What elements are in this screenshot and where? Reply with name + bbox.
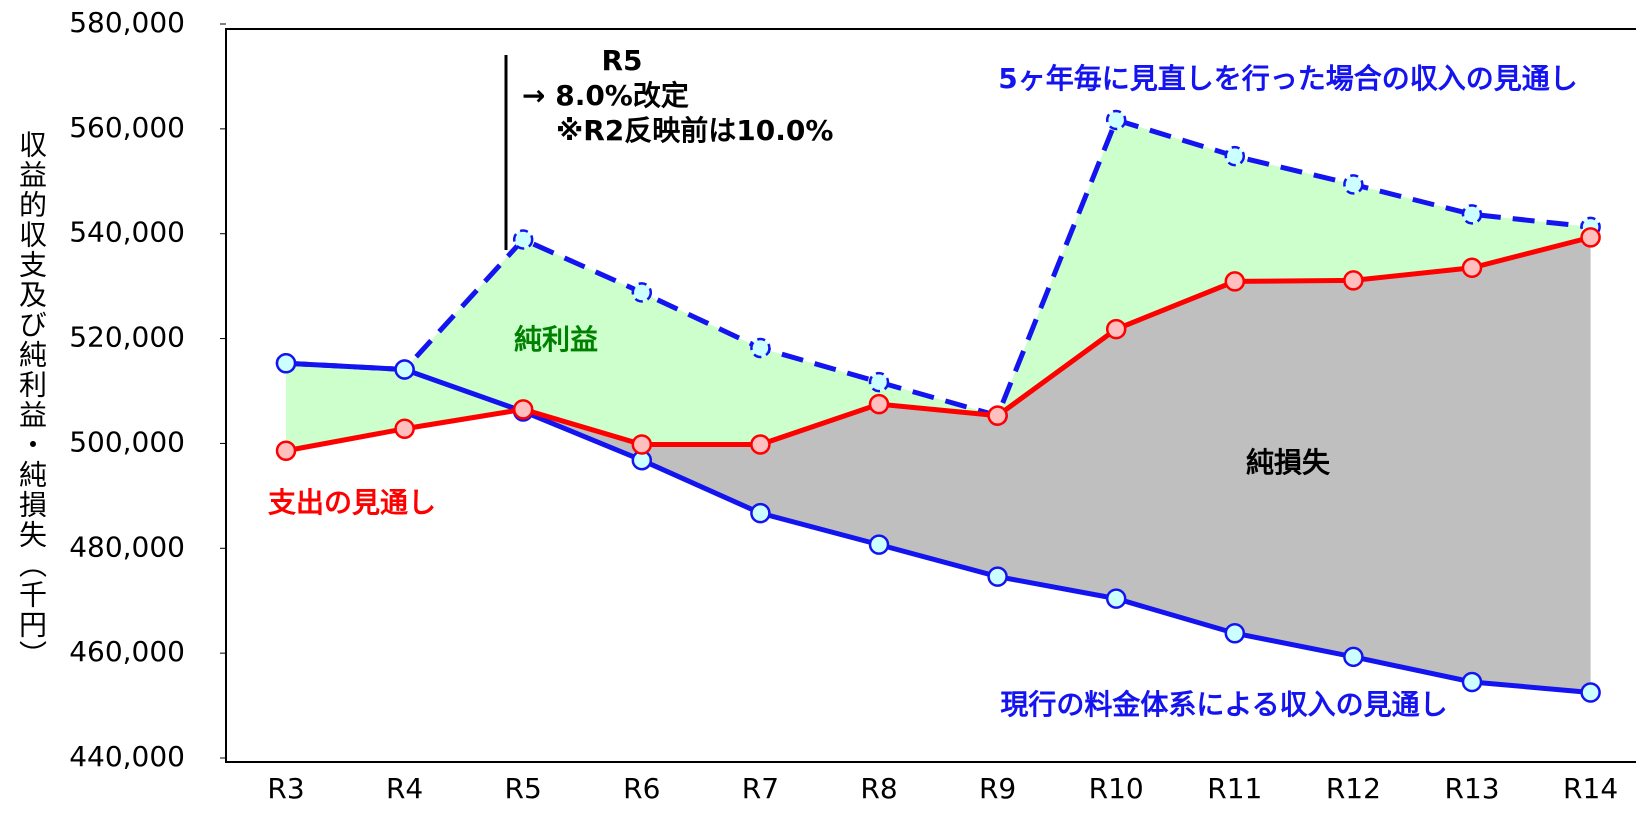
series-marker (1461, 204, 1483, 225)
y-tick-label: 520,000 (69, 321, 185, 354)
series-label: 5ヶ年毎に見直しを行った場合の収入の見通し (998, 62, 1578, 95)
series-marker (631, 282, 653, 303)
annotation: R5 (601, 44, 642, 77)
y-tick-label: 580,000 (69, 6, 185, 39)
series-marker (868, 393, 890, 415)
series-marker (394, 418, 415, 439)
x-tick-label: R3 (267, 772, 304, 805)
x-tick-label: R8 (860, 772, 897, 805)
series-marker (1224, 145, 1246, 167)
y-tick-label: 460,000 (69, 635, 185, 668)
series-marker (1343, 646, 1364, 668)
series-marker (631, 434, 653, 455)
series-marker (275, 352, 297, 374)
net-profit-area (286, 119, 1591, 451)
net-loss-label: 純損失 (1246, 446, 1331, 479)
x-tick-label: R9 (979, 772, 1016, 805)
series-marker (987, 405, 1008, 426)
y-tick-label: 440,000 (69, 740, 185, 773)
annotation: ※R2反映前は10.0% (556, 114, 833, 147)
series-marker (750, 434, 771, 455)
x-tick-label: R5 (505, 772, 542, 805)
series-marker (1224, 622, 1246, 644)
series-marker (1224, 271, 1246, 292)
series-label: 現行の料金体系による収入の見通し (1000, 688, 1447, 721)
x-tick-label: R14 (1563, 772, 1618, 805)
y-tick-label: 560,000 (69, 111, 185, 144)
series-marker (275, 440, 297, 462)
series-marker (1105, 109, 1127, 131)
x-tick-label: R11 (1207, 772, 1262, 805)
series-marker (1343, 270, 1364, 291)
net-loss-area (286, 237, 1591, 693)
net-profit-label: 純利益 (514, 323, 598, 356)
series-marker (750, 337, 771, 359)
x-tick-label: R13 (1444, 772, 1499, 805)
series-marker (1461, 257, 1483, 279)
series-line (285, 234, 1592, 454)
y-axis-label: 収益的収支及び純利益・純損失（千円） (15, 130, 48, 670)
x-tick-label: R10 (1089, 772, 1144, 805)
series-marker (1105, 588, 1127, 609)
series-marker (868, 534, 890, 555)
y-tick-label: 500,000 (69, 425, 185, 458)
plot-frame (225, 28, 1636, 763)
series-marker (394, 359, 415, 380)
x-tick-label: R7 (742, 772, 779, 805)
annotation: → 8.0%改定 (522, 79, 689, 112)
series-marker (750, 502, 771, 524)
series-line (285, 360, 1591, 695)
x-tick-label: R12 (1326, 772, 1381, 805)
series-marker (1461, 671, 1483, 693)
series-marker (1580, 227, 1601, 248)
series-marker (1580, 682, 1601, 703)
series-marker (1343, 174, 1364, 195)
series-marker (512, 229, 534, 250)
x-tick-label: R6 (623, 772, 660, 805)
series-marker (512, 399, 534, 420)
x-tick-label: R4 (386, 772, 423, 805)
series-marker (1105, 318, 1127, 340)
y-tick-label: 480,000 (69, 530, 185, 563)
series-marker (987, 566, 1008, 587)
y-tick-label: 540,000 (69, 216, 185, 249)
series-marker (868, 371, 890, 393)
series-label: 支出の見通し (268, 486, 436, 519)
